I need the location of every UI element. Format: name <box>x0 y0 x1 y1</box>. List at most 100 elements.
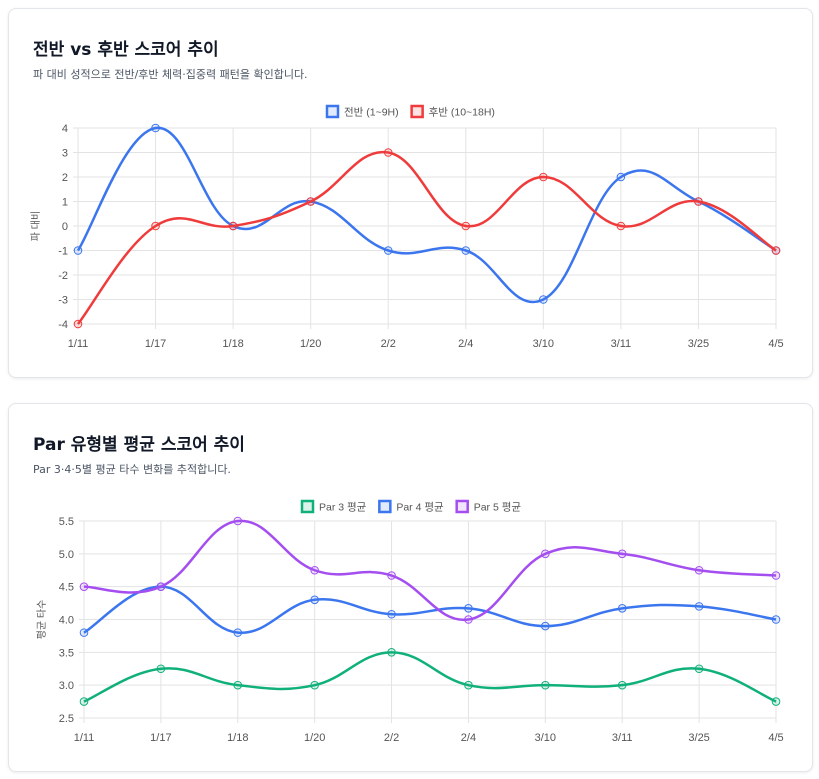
data-point <box>79 697 89 706</box>
x-tick-label: 3/25 <box>688 338 709 350</box>
data-point <box>617 680 627 690</box>
data-point <box>464 604 473 613</box>
data-point <box>539 172 548 182</box>
data-point <box>541 549 550 559</box>
data-point <box>541 621 550 631</box>
y-tick-label: 1 <box>62 197 68 209</box>
card-subtitle: Par 3·4·5별 평균 타수 변화를 추적합니다. <box>33 463 231 476</box>
data-point <box>539 295 548 304</box>
y-tick-label: 4 <box>62 123 68 135</box>
data-point <box>151 123 160 133</box>
legend-label: Par 5 평균 <box>474 502 522 514</box>
x-tick-label: 4/5 <box>768 732 783 744</box>
y-axis-label: 평균 타수 <box>36 600 48 640</box>
y-tick-label: -3 <box>58 295 68 307</box>
x-tick-label: 1/17 <box>145 338 166 350</box>
legend-label: 전반 (1~9H) <box>344 107 399 119</box>
y-tick-label: 3 <box>62 148 68 160</box>
data-point <box>79 628 89 637</box>
data-point <box>617 549 627 559</box>
data-point <box>310 595 319 605</box>
data-point <box>541 680 550 690</box>
data-point <box>156 664 166 674</box>
y-tick-label: -4 <box>58 319 68 331</box>
x-tick-label: 1/11 <box>68 338 89 350</box>
y-tick-label: -1 <box>58 246 68 258</box>
data-point <box>771 697 781 706</box>
data-point <box>694 664 704 674</box>
series-line <box>83 519 777 621</box>
y-tick-label: 2.5 <box>59 713 74 725</box>
x-tick-label: 1/18 <box>227 732 248 744</box>
y-tick-label: 3.0 <box>59 680 74 692</box>
x-tick-label: 4/5 <box>768 338 783 350</box>
data-point <box>228 221 238 231</box>
data-point <box>233 516 243 526</box>
data-point <box>306 197 315 206</box>
x-tick-label: 1/18 <box>222 338 243 350</box>
legend-swatch <box>300 499 315 514</box>
data-point <box>617 604 627 613</box>
data-point <box>616 221 626 231</box>
data-point <box>79 582 89 591</box>
data-point <box>387 609 396 619</box>
data-point <box>387 571 396 580</box>
data-point <box>151 221 160 231</box>
x-tick-label: 2/4 <box>461 732 476 744</box>
data-point <box>694 197 703 206</box>
data-point <box>771 615 781 624</box>
legend-swatch <box>325 104 340 119</box>
series-line <box>83 651 777 703</box>
data-point <box>464 680 473 690</box>
card-subtitle: 파 대비 성적으로 전반/후반 체력·집중력 패턴을 확인합니다. <box>33 68 308 81</box>
card-title: 전반 vs 후반 스코어 추이 <box>33 40 219 60</box>
legend-swatch <box>410 104 424 119</box>
legend-swatch <box>378 499 392 514</box>
data-point <box>383 246 393 255</box>
legend-label: 후반 (10~18H) <box>429 107 495 119</box>
card-title: Par 유형별 평균 스코어 추이 <box>33 435 245 455</box>
x-tick-label: 3/25 <box>688 732 709 744</box>
chart-plot: 1/11 1/17 1/18 1/20 2/2 2/4 3/10 3/11 3/25 4/5 4 3 2… <box>30 104 784 350</box>
data-point <box>310 680 319 690</box>
legend-label: Par 4 평균 <box>396 502 444 514</box>
y-tick-label: 3.5 <box>59 647 74 659</box>
y-tick-label: 5.5 <box>59 516 74 528</box>
series-line <box>77 150 777 325</box>
x-tick-label: 3/10 <box>533 338 554 350</box>
y-tick-label: 4.0 <box>59 615 74 627</box>
data-point <box>461 221 471 231</box>
data-point <box>310 565 319 575</box>
y-tick-label: 4.5 <box>59 582 74 594</box>
data-point <box>156 582 166 591</box>
legend-swatch <box>455 499 469 514</box>
chart-plot: 1/11 1/17 1/18 1/20 2/2 2/4 3/10 3/11 3/25 4/5 5.5… <box>36 499 784 744</box>
x-tick-label: 3/10 <box>535 732 556 744</box>
data-point <box>771 571 781 580</box>
half-score-card: 전반 vs 후반 스코어 추이 파 대비 성적으로 전반/후반 체력·집중력 패… <box>8 8 813 378</box>
par-type-card: Par 유형별 평균 스코어 추이 Par 3·4·5별 평균 타수 변화를 추… <box>8 403 813 772</box>
y-tick-label: 0 <box>62 221 68 233</box>
x-tick-label: 2/2 <box>384 732 399 744</box>
x-tick-label: 3/11 <box>611 338 632 350</box>
series-line <box>83 585 777 634</box>
data-point <box>464 615 473 624</box>
data-point <box>73 319 83 329</box>
x-tick-label: 1/20 <box>304 732 325 744</box>
x-tick-label: 2/2 <box>381 338 396 350</box>
x-tick-label: 1/11 <box>74 732 95 744</box>
y-tick-label: -2 <box>58 270 68 282</box>
data-point <box>694 602 704 611</box>
x-tick-label: 2/4 <box>458 338 473 350</box>
data-point <box>771 246 781 255</box>
series-line <box>76 126 777 304</box>
data-point <box>73 246 83 255</box>
data-point <box>461 246 471 255</box>
x-tick-label: 1/20 <box>300 338 321 350</box>
data-point <box>694 565 704 575</box>
y-tick-label: 2 <box>62 172 68 184</box>
data-point <box>383 148 393 157</box>
data-point <box>233 680 243 690</box>
data-point <box>233 628 243 637</box>
